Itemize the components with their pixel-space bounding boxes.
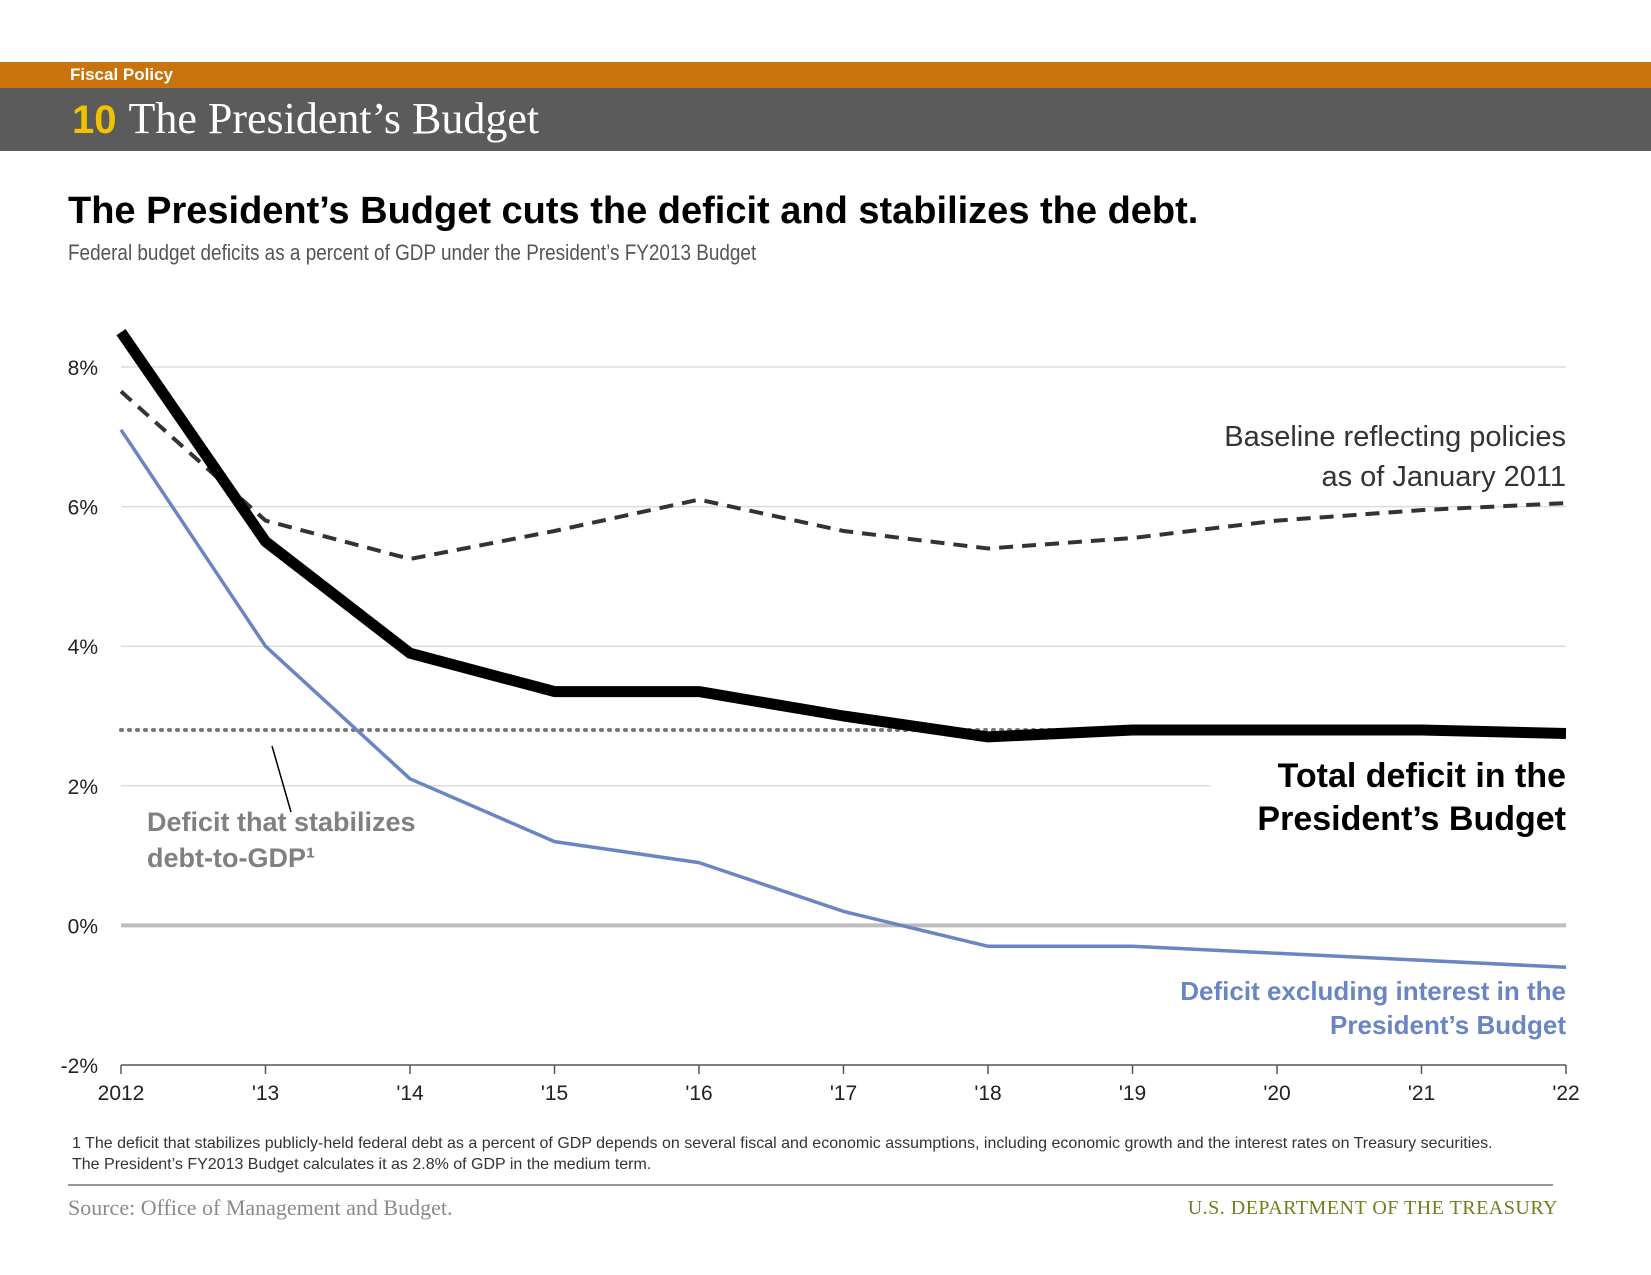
x-tick-label: '22: [1552, 1082, 1579, 1105]
y-tick-label: 0%: [68, 915, 98, 938]
chapter-number: 10: [72, 98, 117, 142]
x-tick-label: '19: [1119, 1082, 1146, 1105]
stabilizing-label-line: Deficit that stabilizes: [147, 807, 416, 837]
series-line-baseline: [119, 389, 1567, 562]
y-tick-label: 8%: [68, 357, 98, 380]
y-tick-label: 4%: [68, 636, 98, 659]
chart-headline: The President’s Budget cuts the deficit …: [68, 190, 1199, 232]
series-line-excluding-interest: [119, 428, 1567, 970]
x-tick-label: '16: [685, 1082, 712, 1105]
total-deficit-label-line: Total deficit in the: [1278, 757, 1566, 795]
title-band: [0, 88, 1651, 151]
x-tick-label: '14: [396, 1082, 424, 1105]
x-tick-label: '21: [1408, 1082, 1435, 1105]
footnote: 1 The deficit that stabilizes publicly-h…: [72, 1135, 1493, 1173]
section-label: Fiscal Policy: [70, 65, 173, 84]
x-tick-label: '15: [541, 1082, 568, 1105]
baseline-label-line: Baseline reflecting policies: [1224, 421, 1566, 453]
x-tick-label: '17: [830, 1082, 857, 1105]
stabilizing-label-leader: [271, 745, 292, 813]
y-tick-label: 2%: [68, 776, 98, 799]
footer-divider: [68, 1184, 1553, 1186]
stabilizing-label-line: debt-to-GDP¹: [147, 843, 315, 873]
department-name: U.S. DEPARTMENT OF THE TREASURY: [1187, 1197, 1558, 1219]
x-tick-label: '20: [1263, 1082, 1290, 1105]
series-line-total: [116, 328, 1567, 743]
y-tick-label: -2%: [61, 1055, 98, 1078]
total-deficit-label-line: President’s Budget: [1257, 800, 1566, 838]
y-tick-label: 6%: [68, 497, 98, 520]
baseline-label-line: as of January 2011: [1321, 461, 1566, 493]
source-note: Source: Office of Management and Budget.: [68, 1195, 453, 1220]
excluding-interest-label-line: Deficit excluding interest in the: [1180, 976, 1566, 1006]
excluding-interest-label-line: President’s Budget: [1330, 1010, 1566, 1040]
x-tick-label: 2012: [98, 1082, 145, 1105]
x-tick-label: '13: [252, 1082, 279, 1105]
section-band: [0, 62, 1651, 88]
chapter-title: The President’s Budget: [128, 94, 540, 143]
chart-subtitle: Federal budget deficits as a percent of …: [68, 240, 757, 265]
chapter-title-block: 10 The President’s Budget: [72, 93, 539, 144]
x-tick-label: '18: [974, 1082, 1001, 1105]
